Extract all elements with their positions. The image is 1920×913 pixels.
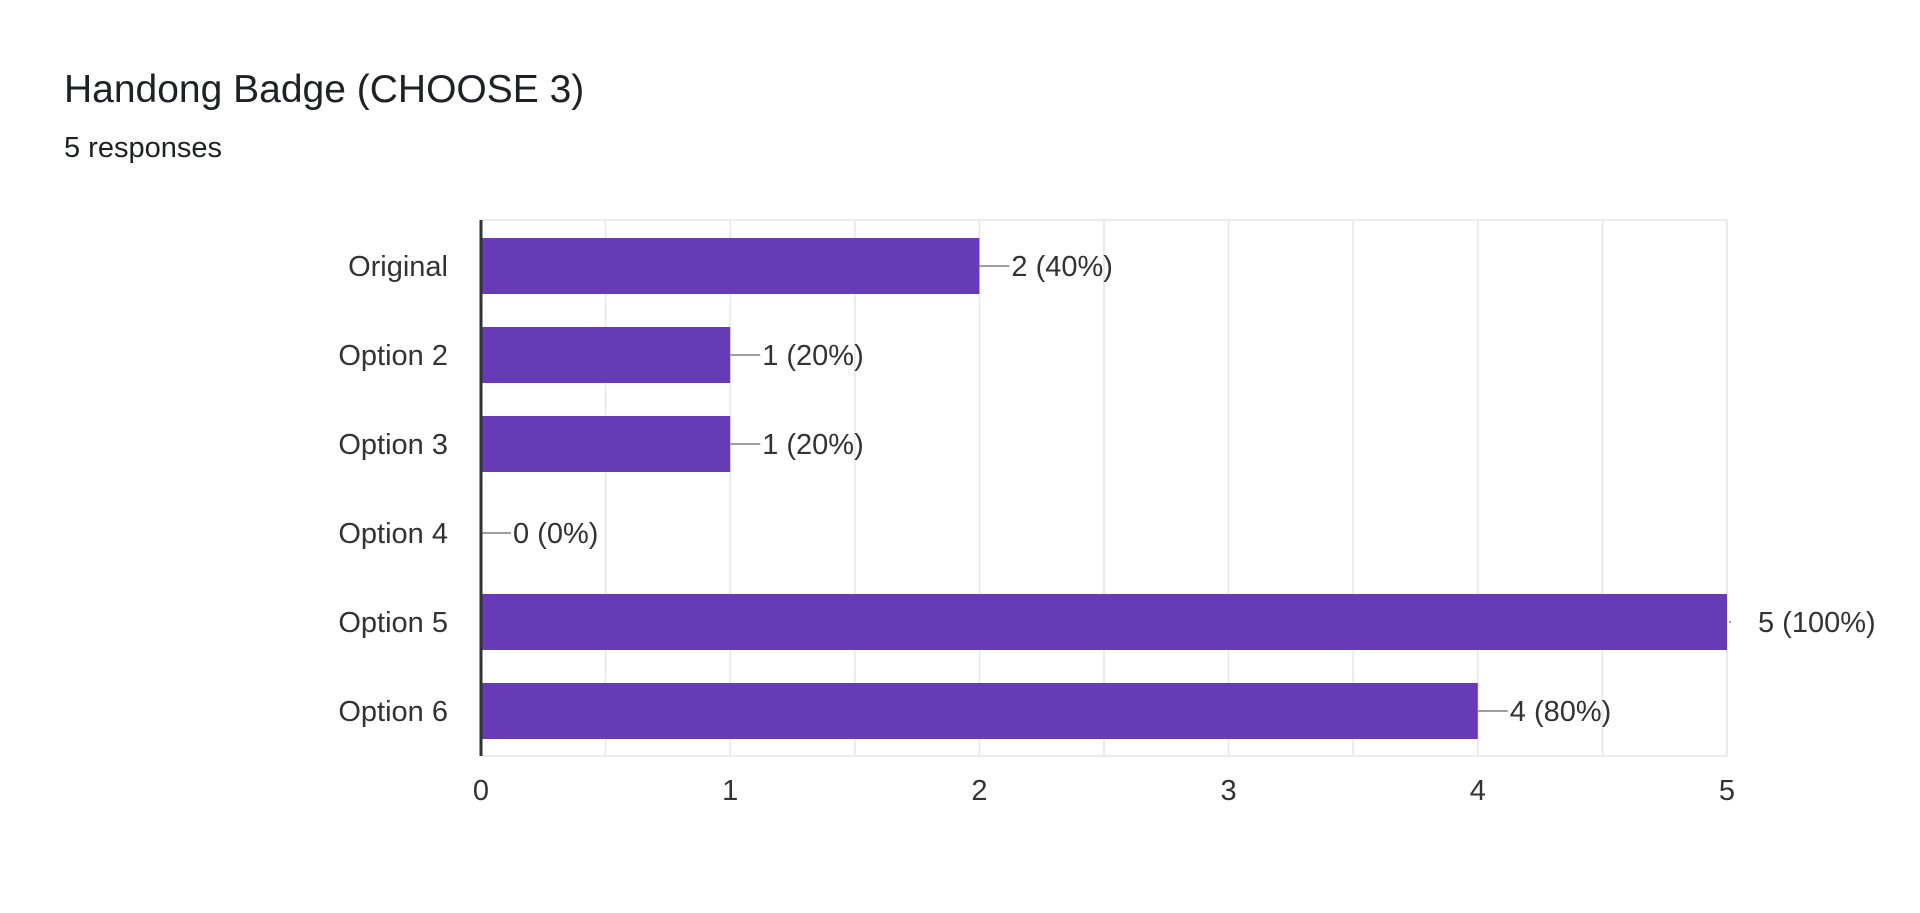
category-label: Original xyxy=(348,251,448,283)
category-label: Option 3 xyxy=(338,429,448,461)
x-tick-label: 3 xyxy=(1221,775,1237,807)
category-label: Option 6 xyxy=(338,696,448,728)
x-tick-label: 2 xyxy=(971,775,987,807)
bar xyxy=(481,594,1727,650)
category-label: Option 2 xyxy=(338,340,448,372)
bar xyxy=(481,683,1478,739)
bar xyxy=(481,327,731,383)
category-label: Option 5 xyxy=(338,607,448,639)
data-label: 0 (0%) xyxy=(513,518,598,550)
x-tick-label: 4 xyxy=(1470,775,1486,807)
data-label: 1 (20%) xyxy=(762,340,864,372)
chart-title: Handong Badge (CHOOSE 3) xyxy=(64,68,585,111)
bar xyxy=(481,416,731,472)
data-label: 1 (20%) xyxy=(762,429,864,461)
data-label: 5 (100%) xyxy=(1758,607,1876,639)
bar xyxy=(481,238,980,294)
data-label: 2 (40%) xyxy=(1011,251,1113,283)
x-tick-label: 1 xyxy=(722,775,738,807)
x-tick-label: 5 xyxy=(1719,775,1735,807)
response-count: 5 responses xyxy=(64,132,222,164)
x-tick-label: 0 xyxy=(473,775,489,807)
category-label: Option 4 xyxy=(338,518,448,550)
data-label: 4 (80%) xyxy=(1510,696,1612,728)
